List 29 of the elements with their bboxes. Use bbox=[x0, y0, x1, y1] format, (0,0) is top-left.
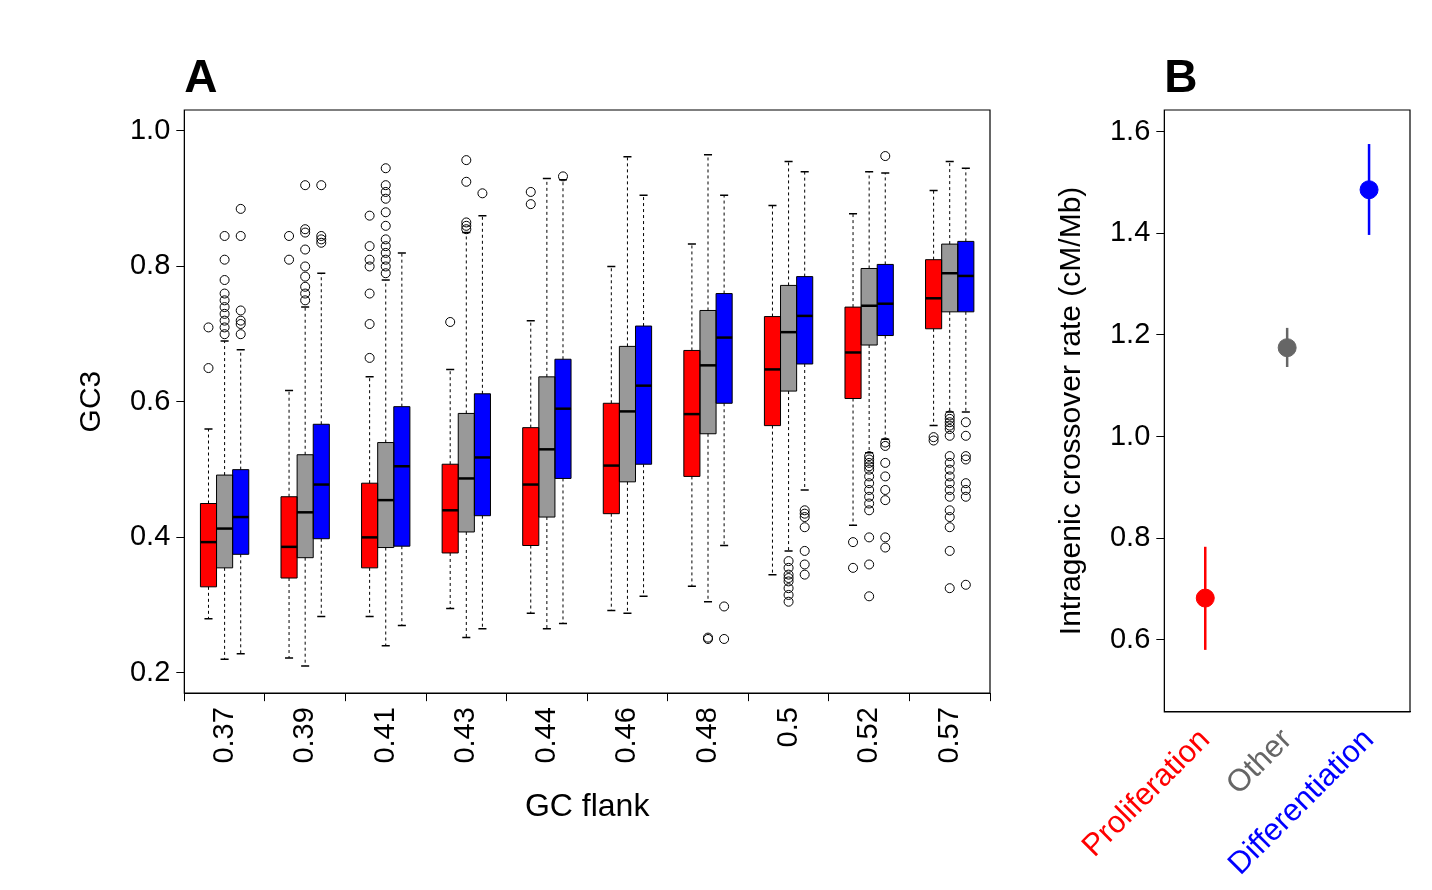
y-tick-label: 0.2 bbox=[129, 654, 171, 687]
x-axis-title: GC flank bbox=[524, 786, 651, 823]
x-tick-label: 0.48 bbox=[690, 707, 723, 764]
x-tick-label: 0.57 bbox=[931, 707, 964, 764]
y-tick-label: 1.6 bbox=[1109, 113, 1151, 146]
y-tick-label: 0.8 bbox=[1109, 520, 1151, 553]
point bbox=[1195, 588, 1215, 608]
y-tick-label: 1.0 bbox=[1109, 418, 1151, 451]
x-tick-label: 0.39 bbox=[287, 707, 320, 764]
x-tick-label: 0.46 bbox=[609, 707, 642, 764]
chart-title: B bbox=[1164, 49, 1198, 102]
y-tick-label: 1.4 bbox=[1109, 215, 1151, 248]
y-tick-label: 1.0 bbox=[129, 113, 171, 145]
y-tick-label: 0.6 bbox=[1109, 621, 1151, 654]
point bbox=[1277, 338, 1297, 358]
chart-title: A bbox=[184, 49, 218, 102]
y-tick-label: 0.4 bbox=[129, 519, 171, 552]
y-tick-label: 1.2 bbox=[1109, 316, 1151, 349]
point bbox=[1359, 180, 1379, 200]
x-tick-label: 0.43 bbox=[448, 707, 481, 764]
x-tick-label: 0.41 bbox=[367, 707, 400, 764]
y-tick-label: 0.6 bbox=[129, 383, 171, 416]
x-tick-label: 0.5 bbox=[770, 707, 803, 748]
y-axis-title: Intragenic crossover rate (cM/Mb) bbox=[1053, 186, 1087, 636]
y-axis-title: GC3 bbox=[73, 370, 107, 433]
x-tick-label: 0.37 bbox=[206, 707, 239, 764]
x-tick-label: 0.44 bbox=[528, 707, 561, 764]
x-tick-label: 0.52 bbox=[851, 707, 884, 764]
y-tick-label: 0.8 bbox=[129, 248, 171, 281]
